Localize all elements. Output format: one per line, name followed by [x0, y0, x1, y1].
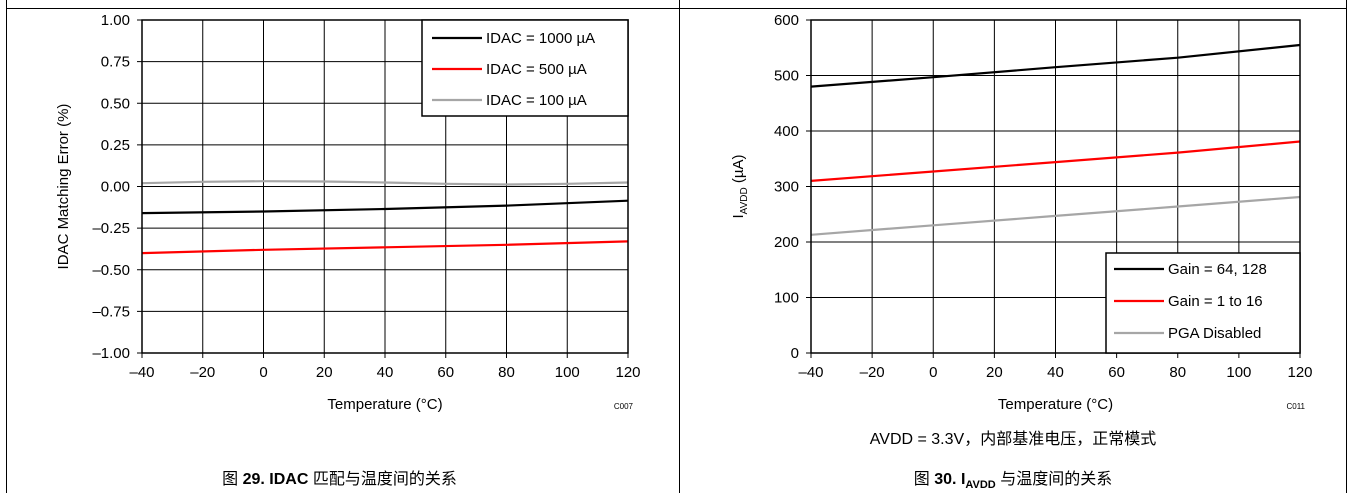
- frame-left-border: [6, 0, 7, 493]
- caption2-bold: 30. IAVDD: [934, 471, 996, 492]
- caption1-prefix: 图: [222, 471, 243, 488]
- chart1-x-tick-label: 100: [555, 364, 580, 381]
- chart1-x-tick-label: 0: [259, 364, 267, 381]
- chart2-conditions-note: AVDD = 3.3V，内部基准电压，正常模式: [869, 431, 1157, 448]
- chart2-x-tick-label: 80: [1169, 364, 1186, 381]
- chart1-y-tick-label: –0.25: [92, 220, 130, 237]
- chart1-x-tick-label: 40: [377, 364, 394, 381]
- chart2-y-tick-label: 300: [774, 179, 799, 196]
- chart1-legend-label-1: IDAC = 1000 µA: [486, 30, 595, 47]
- chart2-series-line-3: [810, 195, 1301, 236]
- chart1-x-axis-label: Temperature (°C): [327, 396, 442, 413]
- caption2-prefix: 图: [913, 471, 935, 488]
- chart2-y-axis-label-unit: (µA): [730, 154, 747, 187]
- frame-top-border: [6, 0, 1347, 9]
- chart1-y-axis-label: IDAC Matching Error (%): [55, 104, 72, 270]
- chart2-x-tick-label: –40: [798, 364, 823, 381]
- chart1-series-line-2: [141, 240, 629, 255]
- chart2-x-tick-label: 100: [1226, 364, 1251, 381]
- chart2-x-tick-label: 20: [986, 364, 1003, 381]
- chart1-x-tick-label: 20: [316, 364, 333, 381]
- chart2-y-tick-label: 600: [774, 12, 799, 29]
- chart1-y-tick-label: –1.00: [92, 345, 130, 362]
- chart2-y-tick-label: 0: [791, 345, 799, 362]
- chart1-figure-code: C007: [614, 402, 634, 411]
- chart2-x-tick-label: 0: [929, 364, 937, 381]
- chart2-x-tick-label: 40: [1047, 364, 1064, 381]
- chart2-y-tick-label: 400: [774, 123, 799, 140]
- chart2-legend-label-2: Gain = 1 to 16: [1168, 293, 1263, 310]
- chart1-legend-label-2: IDAC = 500 µA: [486, 61, 587, 78]
- chart2-series-line-1: [810, 43, 1301, 88]
- caption2-bold-main: 30. I: [934, 471, 966, 488]
- chart2-y-tick-label: 100: [774, 290, 799, 307]
- chart2-legend-label-1: Gain = 64, 128: [1168, 261, 1267, 278]
- caption2-bold-sub: AVDD: [965, 479, 996, 492]
- chart1-x-tick-label: –20: [190, 364, 215, 381]
- chart1-y-tick-label: –0.50: [92, 262, 130, 279]
- caption2-suffix: 与温度间的关系: [995, 471, 1113, 488]
- figure-29-caption: 图 29. IDAC 匹配与温度间的关系: [0, 465, 679, 489]
- chart1-y-tick-label: 0.50: [101, 95, 130, 112]
- chart2-y-axis-label: IAVDD (µA): [730, 154, 750, 218]
- chart1-x-tick-label: 120: [615, 364, 640, 381]
- idac-matching-chart: –40 –20 0 20 40 60 80 100 120 1.00 0.75 0.50 0.25 0.0…: [55, 12, 641, 413]
- chart1-series-line-3: [141, 180, 629, 186]
- chart1-x-tick-label: 60: [437, 364, 454, 381]
- figure-30-caption: 图 30. IAVDD 与温度间的关系: [680, 465, 1346, 491]
- chart2-y-axis-label-sub: AVDD: [739, 187, 750, 214]
- chart2-x-tick-label: 60: [1108, 364, 1125, 381]
- chart1-y-tick-label: 1.00: [101, 12, 130, 29]
- chart2-figure-code: C011: [1286, 402, 1305, 411]
- chart1-y-tick-label: 0.25: [101, 137, 130, 154]
- caption1-bold: 29. IDAC: [242, 471, 309, 488]
- chart2-x-tick-label: 120: [1287, 364, 1312, 381]
- chart1-x-tick-label: 80: [498, 364, 515, 381]
- caption1-suffix: 匹配与温度间的关系: [308, 471, 457, 488]
- chart1-y-tick-label: 0.00: [101, 179, 130, 196]
- chart2-x-axis-label: Temperature (°C): [998, 396, 1113, 413]
- chart2-legend-label-3: PGA Disabled: [1168, 325, 1261, 342]
- chart1-legend-label-3: IDAC = 100 µA: [486, 92, 587, 109]
- chart2-y-tick-label: 500: [774, 68, 799, 85]
- frame-right-border: [1346, 0, 1347, 493]
- chart1-y-tick-label: 0.75: [101, 54, 130, 71]
- chart2-x-tick-label: –20: [860, 364, 885, 381]
- chart1-series-line-1: [141, 199, 629, 215]
- chart2-series-line-2: [810, 140, 1301, 182]
- chart1-x-tick-label: –40: [129, 364, 154, 381]
- chart1-y-tick-label: –0.75: [92, 303, 130, 320]
- iavdd-chart: –40 –20 0 20 40 60 80 100 120 600 500 400 300 200 100 0…: [730, 12, 1313, 413]
- chart2-y-tick-label: 200: [774, 234, 799, 251]
- frame-divider: [679, 0, 680, 493]
- chart2-y-axis-label-main: I: [730, 214, 747, 218]
